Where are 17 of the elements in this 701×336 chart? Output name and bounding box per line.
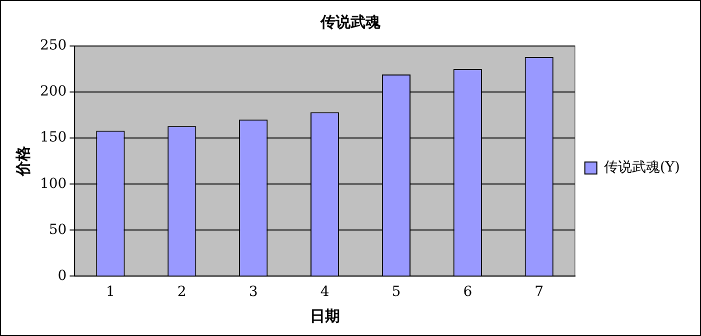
y-tick-label: 250: [40, 38, 67, 54]
legend-label: 传说武魂(Y): [604, 160, 680, 176]
y-tick-label: 100: [40, 176, 67, 192]
x-tick-label: 1: [106, 284, 115, 300]
x-tick-label: 7: [534, 284, 544, 300]
x-tick-label: 4: [320, 284, 330, 300]
y-tick-label: 0: [58, 268, 67, 284]
x-tick-label: 5: [392, 284, 401, 300]
y-axis-title: 价格: [14, 145, 32, 178]
y-tick-label: 150: [40, 130, 67, 146]
x-axis-title: 日期: [310, 306, 340, 325]
x-tick-label: 6: [463, 284, 472, 300]
x-tick-label: 2: [177, 284, 186, 300]
y-tick-label: 200: [40, 84, 67, 100]
x-tick-label: 3: [248, 284, 258, 300]
y-tick-label: 50: [48, 222, 67, 238]
chart-title: 传说武魂: [320, 12, 380, 31]
